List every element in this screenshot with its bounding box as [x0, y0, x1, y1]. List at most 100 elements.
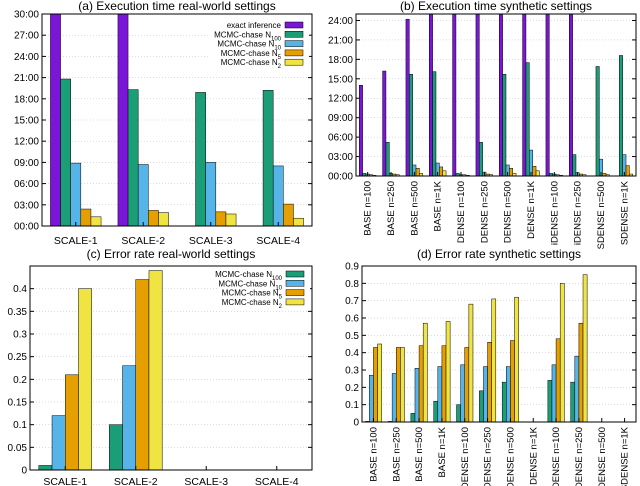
bar-mcmc-chase-n100-3	[195, 92, 206, 227]
y-tick-label: 0.25	[8, 352, 28, 363]
bar-mcmc-chase-n5-1	[65, 374, 79, 471]
legend-swatch	[284, 49, 304, 57]
x-tick-label: BASE n=500	[414, 427, 425, 482]
bar-mcmc-chase-n10-4	[437, 366, 443, 423]
bar-mcmc-chase-n10-1	[369, 374, 374, 423]
bar-mcmc-chase-n10-10	[574, 355, 580, 423]
bar-exact-inference-4	[429, 13, 433, 177]
bar-mcmc-chase-n5-3	[415, 167, 420, 177]
bar-exact-inference-3	[405, 18, 410, 177]
x-tick-label: BASE n=1K	[433, 180, 444, 231]
x-tick-label: DENSE n=250	[479, 181, 490, 243]
y-tick-label: 27:00	[14, 31, 39, 42]
bar-mcmc-chase-n5-2	[135, 279, 150, 471]
bar-mcmc-chase-n10-5	[460, 364, 466, 423]
legend-label: MCMC-chase N2	[222, 298, 283, 310]
bar-mcmc-chase-n100-7	[502, 74, 507, 177]
legend-label: MCMC-chase N2	[221, 58, 282, 70]
bar-mcmc-chase-n5-1	[80, 208, 92, 227]
bar-mcmc-chase-n100-10	[570, 381, 576, 423]
bar-mcmc-chase-n2-1	[377, 343, 382, 423]
y-tick-label: 00:00	[328, 172, 353, 183]
x-tick-label: SCALE-3	[189, 235, 233, 247]
legend-swatch	[285, 298, 305, 306]
y-tick-label: 0.05	[8, 443, 28, 454]
y-tick-label: 0.8	[345, 279, 359, 290]
bar-mcmc-chase-n2-8	[535, 170, 540, 177]
x-tick-label: SCALE-1	[54, 235, 98, 247]
bar-exact-inference-9	[545, 13, 550, 177]
bar-mcmc-chase-n2-2	[158, 212, 169, 227]
bar-mcmc-chase-n10-4	[272, 165, 284, 227]
legend-swatch	[284, 31, 304, 38]
bar-mcmc-chase-n10-9	[551, 364, 557, 423]
x-tick-label: SCALE-3	[184, 476, 228, 486]
bar-mcmc-chase-n100-3	[410, 413, 416, 423]
bar-exact-inference-2	[382, 70, 387, 177]
bar-mcmc-chase-n100-11	[595, 66, 600, 177]
bar-mcmc-chase-n5-10	[578, 322, 584, 423]
plot-frame	[355, 13, 637, 177]
x-tick-label: DENSE n=1K	[526, 180, 537, 238]
y-tick-label: 0.4	[13, 284, 27, 295]
x-tick-label: SCALE-2	[114, 476, 158, 486]
bar-mcmc-chase-n5-4	[283, 203, 294, 227]
bar-mcmc-chase-n100-3	[409, 74, 413, 177]
bar-mcmc-chase-n5-12	[625, 165, 630, 177]
x-tick-label: DENSE n=500	[505, 427, 516, 486]
chart-panel-4: (d) Error rate synthetic settings 0 0.1 0.2…	[345, 247, 637, 486]
y-tick-label: 03:00	[328, 152, 353, 163]
bar-exact-inference-2	[117, 13, 129, 227]
y-tick-label: 0.2	[13, 375, 27, 386]
bar-mcmc-chase-n5-8	[532, 166, 537, 177]
bar-mcmc-chase-n5-1	[373, 347, 378, 423]
legend-label: MCMC-chase N100	[214, 30, 282, 42]
x-tick-label: SCALE-4	[255, 476, 299, 486]
bar-mcmc-chase-n100-5	[456, 404, 461, 423]
y-tick-label: 0.2	[345, 383, 359, 394]
chart-panel-3: (c) Error rate real-world settings 0 0.05 0…	[8, 247, 313, 486]
y-tick-label: 0.9	[345, 262, 359, 273]
y-tick-label: 0.1	[13, 420, 27, 431]
bar-mcmc-chase-n10-2	[137, 164, 149, 227]
plot-frame	[29, 265, 313, 471]
bar-mcmc-chase-n10-1	[51, 415, 66, 471]
bar-mcmc-chase-n100-4	[433, 400, 439, 423]
bar-exact-inference-6	[475, 13, 480, 177]
bar-mcmc-chase-n5-4	[441, 345, 447, 423]
bar-exact-inference-7	[499, 13, 503, 177]
bar-mcmc-chase-n100-12	[619, 55, 623, 177]
bar-mcmc-chase-n2-9	[559, 283, 565, 423]
bar-mcmc-chase-n10-2	[391, 373, 397, 423]
bar-mcmc-chase-n5-2	[148, 210, 159, 227]
y-tick-label: 0	[21, 466, 27, 477]
chart-panel-1: (a) Execution time real-world settings 00…	[14, 0, 313, 247]
x-tick-label: DENSE n=250	[483, 427, 494, 486]
bar-exact-inference-5	[452, 13, 457, 177]
x-tick-label: iDENSE n=250	[573, 181, 584, 245]
y-tick-label: 12:00	[14, 137, 39, 148]
y-tick-label: 21:00	[328, 35, 353, 46]
y-tick-label: 0.7	[345, 296, 359, 307]
bar-exact-inference-1	[50, 13, 61, 227]
y-tick-label: 18:00	[328, 55, 353, 66]
bar-mcmc-chase-n100-7	[501, 381, 507, 423]
bar-mcmc-chase-n100-6	[479, 142, 483, 177]
bar-mcmc-chase-n10-6	[483, 366, 488, 423]
y-tick-label: 09:00	[328, 113, 353, 124]
bar-mcmc-chase-n10-3	[205, 162, 217, 227]
y-tick-label: 0.35	[8, 307, 28, 318]
bar-mcmc-chase-n100-6	[479, 390, 484, 423]
bar-mcmc-chase-n100-4	[432, 71, 437, 177]
bar-mcmc-chase-n5-3	[215, 211, 227, 227]
bar-mcmc-chase-n100-8	[525, 62, 530, 177]
legend-label: MCMC-chase N5	[221, 49, 282, 61]
bar-mcmc-chase-n2-1	[90, 216, 102, 227]
bar-mcmc-chase-n100-9	[547, 380, 553, 423]
y-tick-label: 09:00	[14, 158, 39, 169]
legend-label: MCMC-chase N10	[217, 40, 281, 52]
bar-mcmc-chase-n2-2	[148, 270, 163, 471]
bar-mcmc-chase-n5-9	[555, 338, 561, 423]
bar-mcmc-chase-n2-4	[442, 170, 447, 177]
